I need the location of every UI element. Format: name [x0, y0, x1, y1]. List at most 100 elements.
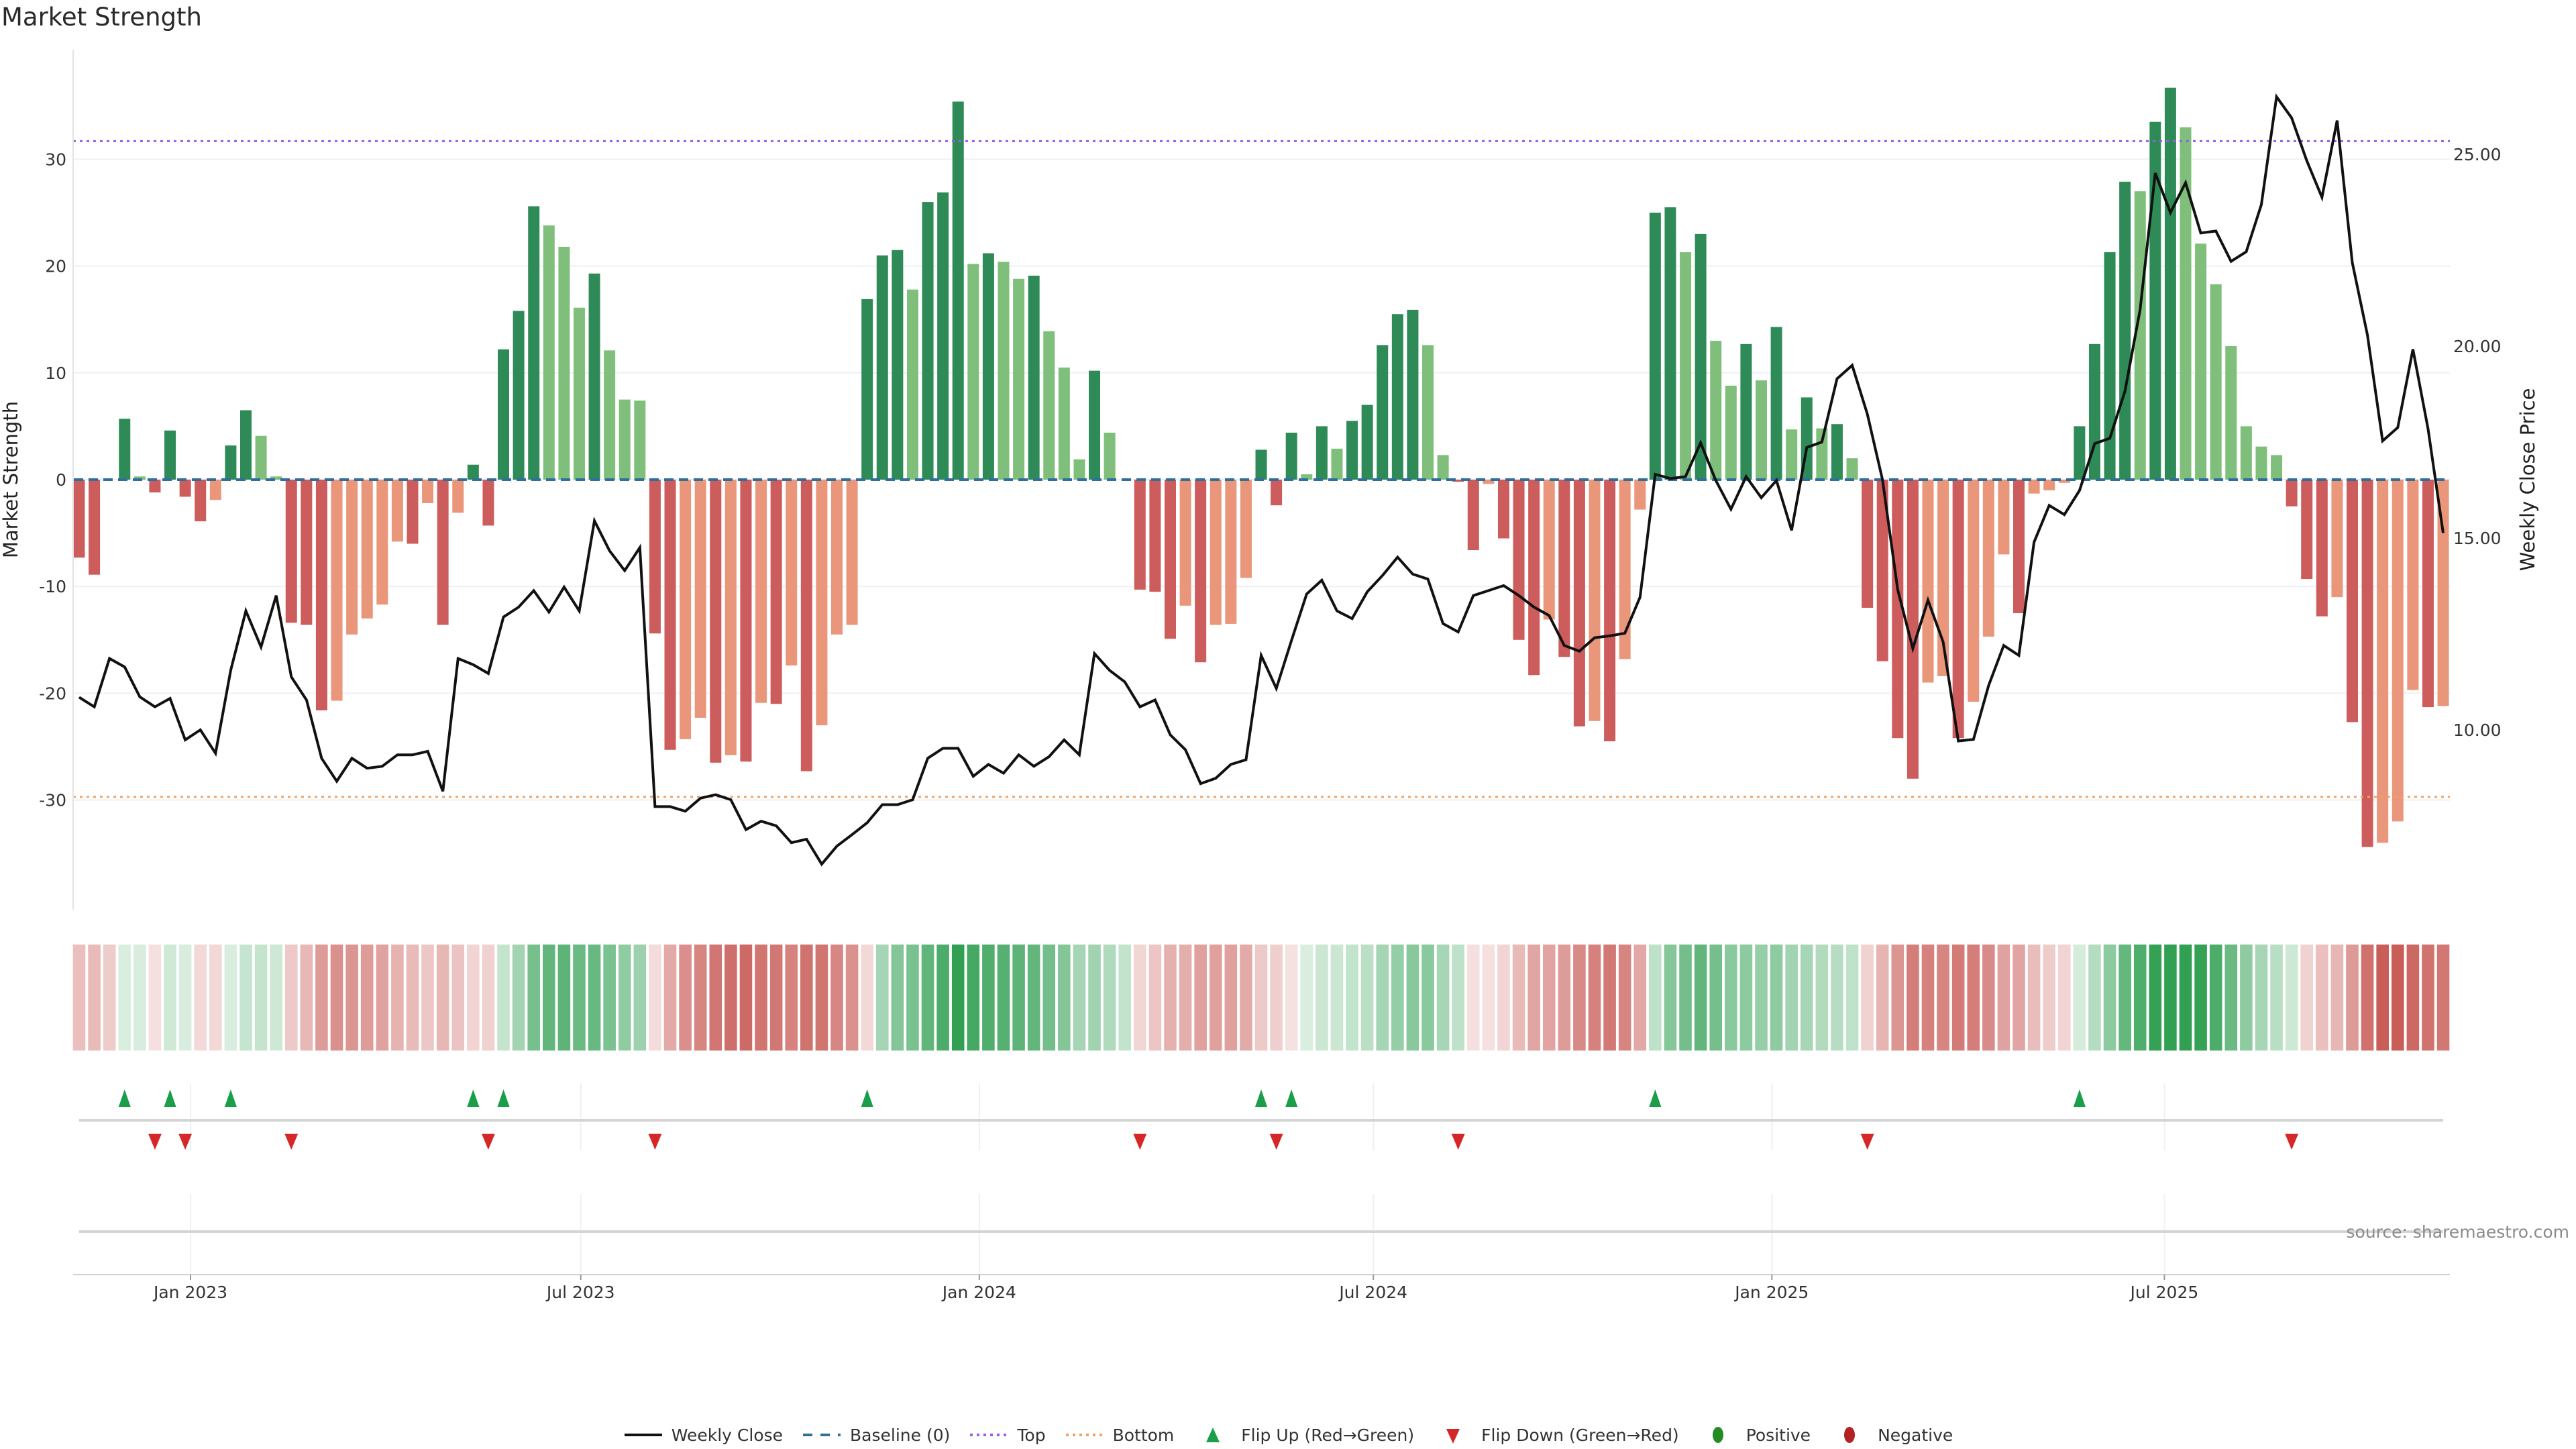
strength-bar	[2240, 426, 2252, 480]
heat-cell	[2224, 945, 2238, 1051]
strength-bar	[1043, 331, 1055, 480]
flip-up-icon	[118, 1089, 131, 1107]
heat-cell	[2027, 945, 2041, 1051]
legend-item[interactable]: Bottom	[1065, 1425, 1175, 1445]
heat-cell	[982, 945, 995, 1051]
heat-cell	[254, 945, 268, 1051]
strength-bar	[1483, 480, 1495, 484]
strength-bar	[1846, 458, 1858, 480]
heat-cell	[1921, 945, 1935, 1051]
strength-bar	[1543, 480, 1555, 620]
strength-bar	[1452, 480, 1464, 482]
flip-up-icon	[1649, 1089, 1662, 1107]
heat-cell	[1058, 945, 1071, 1051]
heat-cell	[1876, 945, 1889, 1051]
flip-up-icon	[861, 1089, 873, 1107]
legend-item[interactable]: Flip Up (Red→Green)	[1193, 1425, 1414, 1445]
flip-markers	[79, 1083, 2443, 1273]
heat-cell	[997, 945, 1010, 1051]
heat-cell	[103, 945, 116, 1051]
strength-bar	[786, 480, 798, 666]
heat-cell	[633, 945, 647, 1051]
heat-cell	[649, 945, 661, 1051]
strength-bar	[1179, 480, 1191, 606]
heat-cell	[1725, 945, 1737, 1051]
strength-bar	[831, 480, 843, 635]
heat-cell	[1376, 945, 1389, 1051]
strength-bar	[1968, 480, 1980, 702]
strength-bar	[2195, 244, 2207, 480]
flip-down-icon	[1133, 1134, 1147, 1150]
strength-bar	[1528, 480, 1540, 676]
legend-item[interactable]: Baseline (0)	[802, 1425, 950, 1445]
heat-cell	[709, 945, 722, 1051]
strength-bar	[1271, 480, 1283, 506]
heat-cell	[1527, 945, 1540, 1051]
strength-bar	[1649, 213, 1661, 480]
strength-bar	[119, 419, 131, 480]
strength-bar	[482, 480, 494, 526]
heat-cell	[2043, 945, 2055, 1051]
strength-bar	[2437, 480, 2449, 706]
heat-cell	[1088, 945, 1101, 1051]
strength-bar	[513, 311, 525, 480]
heat-cell	[1709, 945, 1723, 1051]
heat-cell	[436, 945, 449, 1051]
heat-cell	[284, 945, 298, 1051]
strength-bar	[1937, 480, 1949, 676]
strength-bar	[2392, 480, 2404, 822]
heat-cell	[133, 945, 146, 1051]
legend-item[interactable]: Negative	[1829, 1425, 1953, 1445]
strength-bar	[846, 480, 858, 625]
heat-cell	[1633, 945, 1647, 1051]
heat-cell	[1134, 945, 1146, 1051]
strength-bar	[2286, 480, 2298, 506]
heat-cell	[1542, 945, 1556, 1051]
heat-cell	[679, 945, 692, 1051]
dot-icon	[970, 1434, 1008, 1436]
legend-item[interactable]: Top	[969, 1425, 1046, 1445]
flip-up-icon	[467, 1089, 480, 1107]
heat-cell	[2376, 945, 2389, 1051]
strength-bar	[498, 349, 510, 480]
strength-bar	[1164, 480, 1176, 639]
strength-bar	[1301, 474, 1313, 480]
strength-bar	[331, 480, 343, 701]
heat-cell	[270, 945, 282, 1051]
heat-cell	[1679, 945, 1692, 1051]
strength-bar	[1361, 405, 1373, 480]
strength-bar	[2361, 480, 2373, 847]
legend-item[interactable]: Flip Down (Green→Red)	[1433, 1425, 1679, 1445]
legend-item[interactable]: Weekly Close	[623, 1425, 783, 1445]
heat-cell	[1482, 945, 1495, 1051]
strength-bar	[2422, 480, 2434, 708]
flip-up-icon	[224, 1089, 237, 1107]
tri-down-icon	[1446, 1429, 1460, 1444]
strength-bar	[391, 480, 403, 542]
heat-cell	[1254, 945, 1268, 1051]
legend-label: Bottom	[1112, 1425, 1175, 1445]
heat-cell	[921, 945, 934, 1051]
legend-item[interactable]: Positive	[1698, 1425, 1811, 1445]
weekly-close-series	[78, 93, 2445, 867]
heat-cell	[2316, 945, 2328, 1051]
heat-cell	[345, 945, 358, 1051]
heat-cell	[967, 945, 980, 1051]
strength-bar	[1513, 480, 1525, 640]
heat-cell	[1845, 945, 1859, 1051]
x-tick-label: Jul 2025	[2129, 1283, 2199, 1302]
strength-bar	[1952, 480, 1964, 739]
strength-bar	[195, 480, 207, 522]
strength-bar	[724, 480, 737, 755]
strength-bar	[1740, 343, 1752, 480]
strength-bar	[1634, 480, 1646, 510]
strength-bar	[680, 480, 692, 739]
strength-bar	[1089, 370, 1101, 480]
heat-cell	[815, 945, 828, 1051]
heat-cell	[1512, 945, 1525, 1051]
heat-cell	[1694, 945, 1707, 1051]
heat-cell	[482, 945, 495, 1051]
heat-cell	[1285, 945, 1298, 1051]
heat-cell	[663, 945, 677, 1051]
strength-bar	[1467, 480, 1479, 551]
